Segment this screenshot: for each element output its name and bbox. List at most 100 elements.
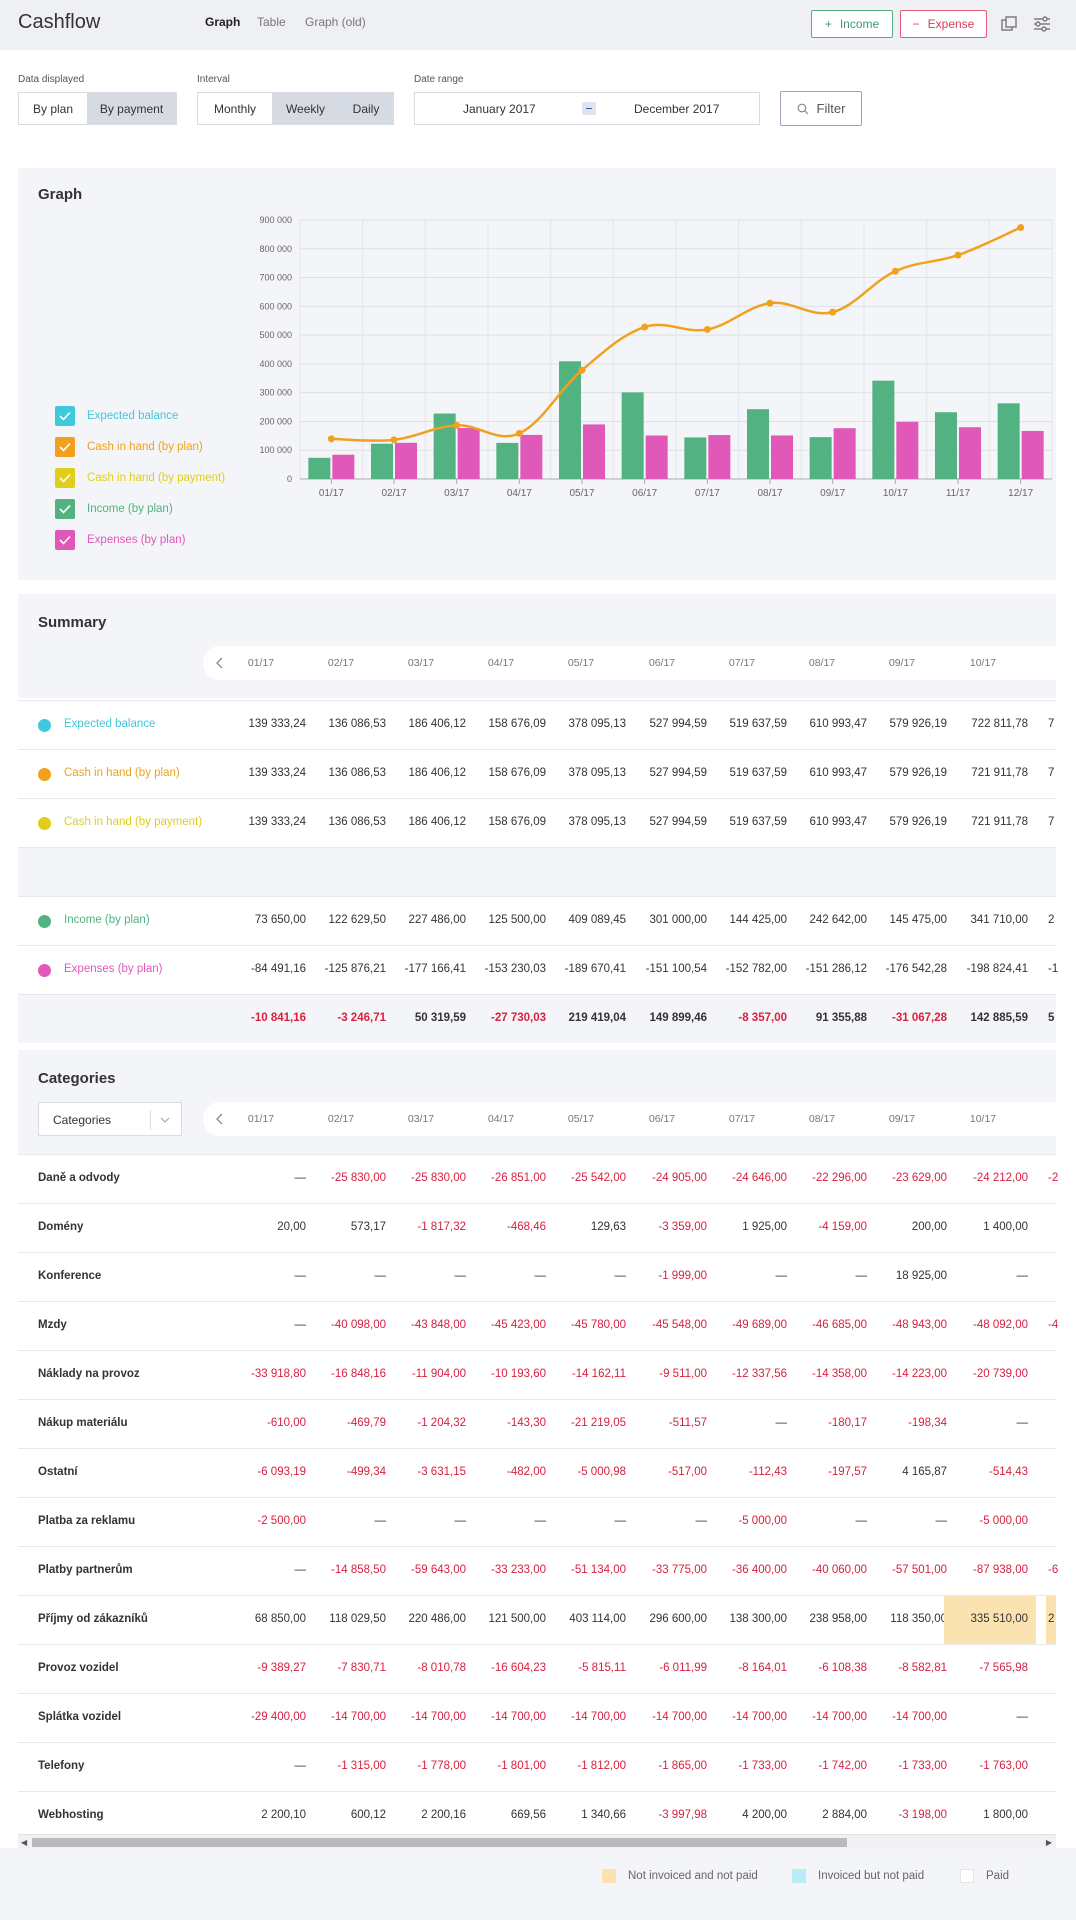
chevron-left-icon[interactable]	[213, 656, 227, 670]
scrollbar-thumb[interactable]	[32, 1838, 847, 1847]
tab-graph-old[interactable]: Graph (old)	[305, 15, 366, 29]
checkbox-checked-icon[interactable]	[55, 437, 75, 457]
legend-item[interactable]: Expenses (by plan)	[55, 529, 185, 551]
value-cell: 579 926,19	[889, 767, 947, 779]
category-row[interactable]: Příjmy od zákazníků 68 850,00 118 029,50 22…	[18, 1595, 1056, 1644]
category-row[interactable]: Splátka vozidel -29 400,00 -14 700,00 -14 7…	[18, 1693, 1056, 1742]
date-from-field[interactable]: January 2017	[463, 102, 536, 116]
month-header: 09/17	[888, 1113, 916, 1125]
value-cell: —	[374, 1515, 387, 1527]
overflow-cell: -2	[1048, 1172, 1059, 1184]
value-cell: 138 300,00	[729, 1613, 787, 1625]
balance-point	[390, 436, 398, 444]
scroll-left-arrow-icon[interactable]: ◀	[21, 1838, 28, 1847]
option-daily[interactable]: Daily	[339, 93, 393, 124]
series-dot-icon	[38, 719, 51, 732]
category-row[interactable]: Platby partnerům — -14 858,50 -59 643,00 -33…	[18, 1546, 1058, 1595]
category-row[interactable]: Provoz vozidel -9 389,27 -7 830,71 -8 010,7…	[18, 1644, 1056, 1693]
value-cell: -9 389,27	[257, 1662, 306, 1674]
app-title: Cashflow	[18, 11, 101, 33]
y-tick-label: 300 000	[259, 388, 292, 398]
expense-bar	[959, 427, 981, 479]
value-cell: -14 700,00	[331, 1711, 386, 1723]
checkbox-checked-icon[interactable]	[55, 468, 75, 488]
value-cell: -2 500,00	[257, 1515, 306, 1527]
checkbox-checked-icon[interactable]	[55, 499, 75, 519]
value-cell: -151 100,54	[645, 963, 707, 975]
legend-item[interactable]: Income (by plan)	[55, 498, 173, 520]
checkbox-checked-icon[interactable]	[55, 406, 75, 426]
status-legend-item: Paid	[960, 1866, 1009, 1886]
value-cell: 186 406,12	[408, 718, 466, 730]
balance-point	[1017, 223, 1025, 231]
value-cell: —	[1016, 1417, 1029, 1429]
value-cell: -6 011,99	[659, 1662, 707, 1674]
month-header: 01/17	[247, 657, 275, 669]
series-dot-icon	[38, 817, 51, 830]
value-cell: 129,63	[590, 1221, 626, 1233]
category-row[interactable]: Mzdy — -40 098,00 -43 848,00 -45 423,00 -45 7…	[18, 1301, 1058, 1350]
horizontal-scrollbar[interactable]: ◀ ▶	[18, 1834, 1056, 1848]
value-cell: -482,00	[506, 1466, 546, 1478]
series-dot-icon	[38, 964, 51, 977]
value-cell: 669,56	[510, 1809, 546, 1821]
add-income-button[interactable]: + Income	[811, 10, 893, 38]
overflow-cell: -4	[1048, 1319, 1059, 1331]
value-cell: -143,30	[506, 1417, 546, 1429]
category-label: Náklady na provoz	[38, 1368, 140, 1380]
y-tick-label: 0	[287, 474, 292, 484]
value-cell: —	[454, 1270, 467, 1282]
value-cell: 186 406,12	[408, 767, 466, 779]
category-row[interactable]: Webhosting 2 200,10 600,12 2 200,16 669,56 1 …	[18, 1791, 1056, 1840]
value-cell: 145 475,00	[889, 914, 947, 926]
legend-item[interactable]: Cash in hand (by payment)	[55, 467, 225, 489]
checkbox-checked-icon[interactable]	[55, 530, 75, 550]
value-cell: —	[1016, 1711, 1029, 1723]
month-header: 06/17	[648, 657, 676, 669]
value-cell: -14 162,11	[571, 1368, 626, 1380]
option-weekly[interactable]: Weekly	[272, 93, 339, 124]
tab-graph[interactable]: Graph	[205, 15, 241, 29]
value-cell: -23 629,00	[892, 1172, 947, 1184]
filter-button[interactable]: Filter	[780, 91, 862, 126]
value-cell: 1 925,00	[742, 1221, 787, 1233]
value-cell: —	[534, 1270, 547, 1282]
value-cell: -514,43	[988, 1466, 1028, 1478]
value-cell: 136 086,53	[328, 718, 386, 730]
date-to-field[interactable]: December 2017	[634, 102, 720, 116]
category-row[interactable]: Nákup materiálu -610,00 -469,79 -1 204,32 -1…	[18, 1399, 1056, 1448]
value-cell: 200,00	[911, 1221, 947, 1233]
legend-item[interactable]: Cash in hand (by plan)	[55, 436, 203, 458]
category-row[interactable]: Platba za reklamu -2 500,00 — — — — — -5 000,00…	[18, 1497, 1056, 1546]
category-row[interactable]: Telefony — -1 315,00 -1 778,00 -1 801,00 -1 8…	[18, 1742, 1056, 1791]
legend-item[interactable]: Expected balance	[55, 405, 178, 427]
value-cell: 136 086,53	[328, 816, 386, 828]
balance-point	[954, 251, 962, 259]
interval-label: Interval	[197, 74, 230, 85]
summary-row: Expected balance 139 333,24 136 086,53 186 …	[18, 700, 1056, 749]
settings-sliders-icon[interactable]	[1032, 14, 1052, 34]
value-cell: 721 911,78	[971, 816, 1028, 828]
income-bar	[997, 403, 1020, 479]
option-by-plan[interactable]: By plan	[32, 101, 74, 116]
add-expense-button[interactable]: − Expense	[900, 10, 987, 38]
month-header: 08/17	[808, 1113, 836, 1125]
tab-table[interactable]: Table	[257, 15, 286, 29]
status-legend-item: Invoiced but not paid	[792, 1866, 924, 1886]
categories-select[interactable]: Categories	[38, 1102, 182, 1136]
category-row[interactable]: Náklady na provoz -33 918,80 -16 848,16 -11…	[18, 1350, 1056, 1399]
value-cell: —	[775, 1417, 788, 1429]
category-row[interactable]: Daně a odvody — -25 830,00 -25 830,00 -26 85…	[18, 1154, 1058, 1203]
category-row[interactable]: Ostatní -6 093,19 -499,34 -3 631,15 -482,00 -…	[18, 1448, 1056, 1497]
option-by-payment[interactable]: By payment	[87, 93, 176, 124]
chevron-left-icon[interactable]	[213, 1112, 227, 1126]
scroll-right-arrow-icon[interactable]: ▶	[1045, 1838, 1052, 1847]
category-row[interactable]: Konference — — — — — -1 999,00 — — 18 925,00 —	[18, 1252, 1056, 1301]
expense-bar	[457, 428, 480, 479]
duplicate-icon[interactable]	[999, 14, 1019, 34]
category-label: Ostatní	[38, 1466, 78, 1478]
option-monthly[interactable]: Monthly	[213, 101, 257, 116]
value-cell: 527 994,59	[649, 767, 707, 779]
category-row[interactable]: Domény 20,00 573,17 -1 817,32 -468,46 129,63 -…	[18, 1203, 1056, 1252]
value-cell: —	[614, 1270, 627, 1282]
